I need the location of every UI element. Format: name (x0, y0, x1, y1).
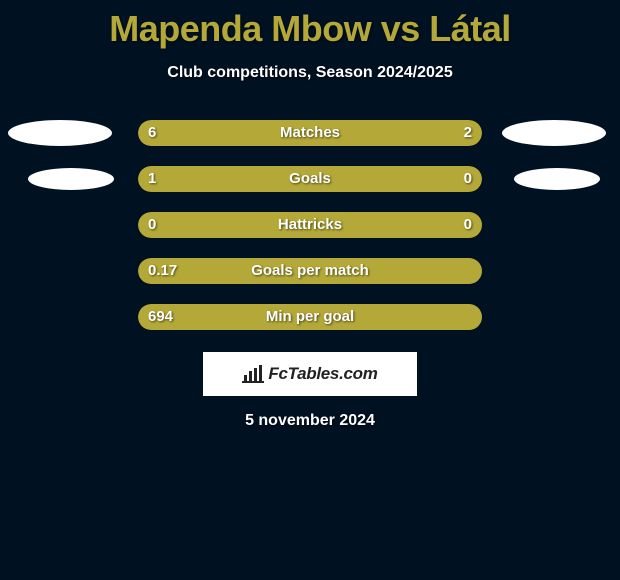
stat-value-left: 0.17 (148, 258, 177, 284)
stat-row: Goals per match0.17 (0, 258, 620, 284)
stat-label: Goals (138, 166, 482, 192)
player-right-indicator (514, 168, 600, 190)
player-right-indicator (502, 120, 606, 146)
page-title: Mapenda Mbow vs Látal (0, 0, 620, 50)
stat-value-right: 0 (464, 166, 472, 192)
stat-bar: Goals per match0.17 (138, 258, 482, 284)
stat-bar: Matches6 2 (138, 120, 482, 146)
stat-value-left: 694 (148, 304, 173, 330)
stat-value-right: 2 (464, 120, 472, 146)
stat-bar: Min per goal694 (138, 304, 482, 330)
site-label: FcTables.com (268, 364, 377, 384)
page-subtitle: Club competitions, Season 2024/2025 (0, 64, 620, 82)
stat-bar: Goals1 0 (138, 166, 482, 192)
player-left-indicator (8, 120, 112, 146)
stat-value-left: 6 (148, 120, 156, 146)
stat-row: Matches6 2 (0, 120, 620, 146)
stat-value-left: 0 (148, 212, 156, 238)
stat-label: Matches (138, 120, 482, 146)
stat-bar: Hattricks0 0 (138, 212, 482, 238)
stat-row: Hattricks0 0 (0, 212, 620, 238)
stat-label: Goals per match (138, 258, 482, 284)
stats-container: Matches62Goals10Hattricks00Goals per mat… (0, 120, 620, 330)
stat-value-right: 0 (464, 212, 472, 238)
footer-date: 5 november 2024 (0, 412, 620, 430)
stat-row: Goals1 0 (0, 166, 620, 192)
player-left-indicator (28, 168, 114, 190)
stat-label: Hattricks (138, 212, 482, 238)
stat-value-left: 1 (148, 166, 156, 192)
bar-chart-icon (242, 365, 264, 383)
site-badge: FcTables.com (203, 352, 417, 396)
stat-label: Min per goal (138, 304, 482, 330)
stat-row: Min per goal694 (0, 304, 620, 330)
